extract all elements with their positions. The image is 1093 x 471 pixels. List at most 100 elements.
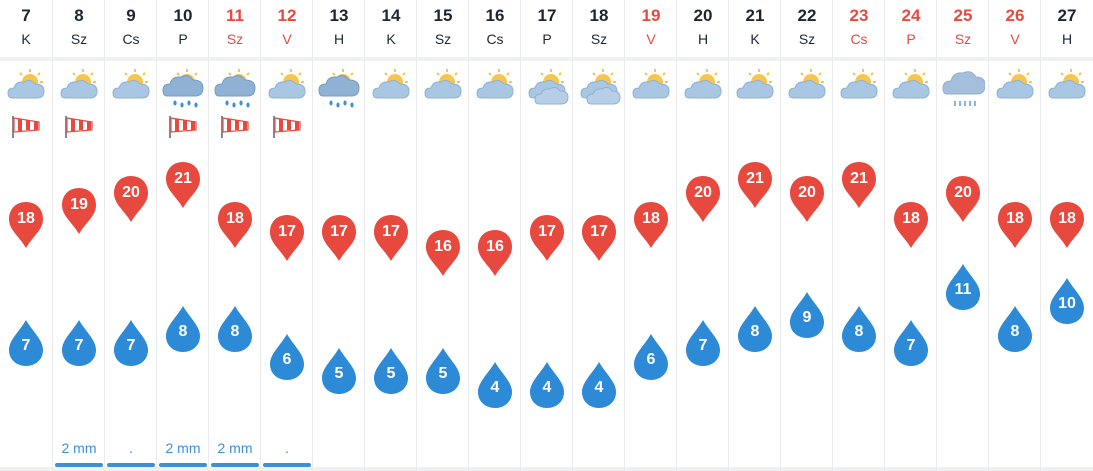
min-temp-drop: 8 xyxy=(840,304,878,354)
day-column[interactable]: 21 K 21 8 xyxy=(728,0,780,471)
day-date: 19 xyxy=(641,6,661,25)
day-column[interactable]: 15 Sz 16 5 xyxy=(416,0,468,471)
partly-cloudy-icon xyxy=(265,66,309,106)
min-temp-value: 7 xyxy=(74,337,84,354)
min-temp-value: 8 xyxy=(750,323,760,340)
min-temp-value: 5 xyxy=(334,365,344,382)
max-temp-pin: 18 xyxy=(632,200,670,250)
min-temp-drop: 6 xyxy=(268,332,306,382)
day-date: 8 xyxy=(74,6,84,25)
min-temp-value: 4 xyxy=(594,379,604,396)
partly-cloudy-icon xyxy=(473,66,517,106)
day-date: 20 xyxy=(693,6,713,25)
min-temp-value: 8 xyxy=(178,323,188,340)
day-date: 12 xyxy=(277,6,297,25)
max-temp-pin: 19 xyxy=(60,186,98,236)
min-temp-drop: 5 xyxy=(424,346,462,396)
day-column[interactable]: 9 Cs 20 7. xyxy=(104,0,156,471)
min-temp-drop: 4 xyxy=(580,360,618,410)
max-temp-pin: 21 xyxy=(840,160,878,210)
max-temp-value: 20 xyxy=(122,184,140,201)
day-column[interactable]: 24 P 18 7 xyxy=(884,0,936,471)
min-temp-value: 8 xyxy=(1010,323,1020,340)
precipitation-bar xyxy=(55,463,103,467)
precipitation-bar xyxy=(263,463,311,467)
max-temp-value: 17 xyxy=(590,223,608,240)
partly-cloudy-icon xyxy=(4,66,48,106)
sun-rain-cloud-icon xyxy=(213,66,257,108)
max-temp-pin: 17 xyxy=(320,213,358,263)
day-of-week: Cs xyxy=(122,31,140,47)
min-temp-drop: 8 xyxy=(996,304,1034,354)
min-temp-drop: 7 xyxy=(7,318,45,368)
precipitation-amount: . xyxy=(129,440,133,456)
max-temp-pin: 20 xyxy=(788,174,826,224)
day-column[interactable]: 8 Sz 19 7 2 mm xyxy=(52,0,104,471)
min-temp-drop: 11 xyxy=(944,262,982,312)
day-date: 23 xyxy=(849,6,869,25)
day-of-week: Sz xyxy=(434,31,452,47)
max-temp-value: 18 xyxy=(1006,210,1024,227)
min-temp-value: 6 xyxy=(646,351,656,368)
day-column[interactable]: 20 H 20 7 xyxy=(676,0,728,471)
partly-cloudy-icon xyxy=(837,66,881,106)
max-temp-pin: 16 xyxy=(476,228,514,278)
day-column[interactable]: 26 V 18 8 xyxy=(988,0,1040,471)
max-temp-pin: 18 xyxy=(892,200,930,250)
day-column[interactable]: 17 P 17 4 xyxy=(520,0,572,471)
wind-sock-icon xyxy=(166,114,200,140)
day-date: 24 xyxy=(901,6,921,25)
min-temp-drop: 6 xyxy=(632,332,670,382)
min-temp-value: 10 xyxy=(1058,295,1076,312)
day-column[interactable]: 12 V 17 6. xyxy=(260,0,312,471)
day-column[interactable]: 25 Sz 20 11 xyxy=(936,0,988,471)
max-temp-value: 16 xyxy=(486,238,504,255)
day-of-week: P xyxy=(178,31,188,47)
day-date: 21 xyxy=(745,6,765,25)
precipitation-amount: . xyxy=(285,440,289,456)
partly-cloudy-icon xyxy=(57,66,101,106)
day-date: 16 xyxy=(485,6,505,25)
max-temp-value: 21 xyxy=(174,170,192,187)
max-temp-value: 17 xyxy=(330,223,348,240)
day-date: 13 xyxy=(329,6,349,25)
max-temp-pin: 21 xyxy=(736,160,774,210)
day-of-week: V xyxy=(646,31,656,47)
max-temp-pin: 16 xyxy=(424,228,462,278)
precipitation-amount: 2 mm xyxy=(165,440,201,456)
day-column[interactable]: 7 K 18 7 xyxy=(0,0,52,471)
day-of-week: P xyxy=(542,31,552,47)
day-of-week: H xyxy=(333,31,345,47)
day-of-week: Sz xyxy=(226,31,244,47)
day-column[interactable]: 14 K 17 5 xyxy=(364,0,416,471)
day-of-week: V xyxy=(282,31,292,47)
max-temp-value: 16 xyxy=(434,238,452,255)
wind-sock-icon xyxy=(270,114,304,140)
min-temp-drop: 8 xyxy=(164,304,202,354)
min-temp-value: 6 xyxy=(282,351,292,368)
day-column[interactable]: 11 Sz 18 8 2 mm xyxy=(208,0,260,471)
day-of-week: Sz xyxy=(798,31,816,47)
day-column[interactable]: 13 H 17 5 xyxy=(312,0,364,471)
max-temp-pin: 18 xyxy=(996,200,1034,250)
max-temp-pin: 18 xyxy=(7,200,45,250)
rain-cloud-icon xyxy=(941,66,986,106)
max-temp-value: 20 xyxy=(954,184,972,201)
day-column[interactable]: 23 Cs 21 8 xyxy=(832,0,884,471)
wind-sock-icon xyxy=(9,114,43,140)
min-temp-drop: 4 xyxy=(528,360,566,410)
day-column[interactable]: 18 Sz 17 4 xyxy=(572,0,624,471)
min-temp-drop: 10 xyxy=(1048,276,1086,326)
day-column[interactable]: 16 Cs 16 4 xyxy=(468,0,520,471)
day-date: 17 xyxy=(537,6,557,25)
day-column[interactable]: 22 Sz 20 9 xyxy=(780,0,832,471)
day-date: 22 xyxy=(797,6,817,25)
bottom-divider xyxy=(0,467,1093,471)
min-temp-value: 11 xyxy=(954,281,972,298)
day-date: 27 xyxy=(1057,6,1077,25)
day-column[interactable]: 19 V 18 6 xyxy=(624,0,676,471)
max-temp-value: 18 xyxy=(902,210,920,227)
day-column[interactable]: 27 H 18 10 xyxy=(1040,0,1092,471)
day-column[interactable]: 10 P 21 8 2 mm xyxy=(156,0,208,471)
